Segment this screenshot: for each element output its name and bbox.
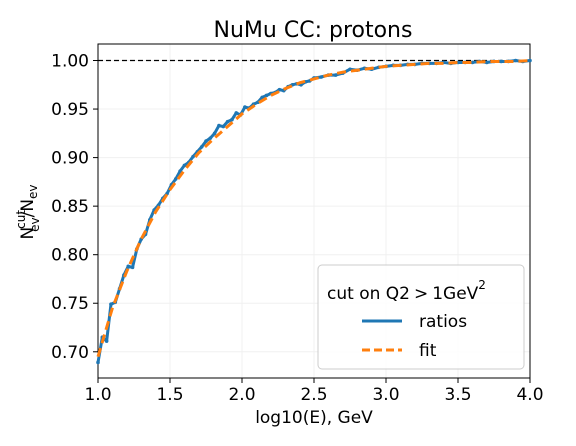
data-point-ratios [156,203,161,207]
legend-label-ratios: ratios [419,312,467,332]
data-point-ratios [513,58,518,63]
y-axis-ticks: 0.70 0.75 0.80 0.85 0.90 0.95 1.00 [51,52,98,363]
x-tick-label: 1.0 [84,385,111,405]
x-tick-label: 4.0 [516,385,543,405]
y-tick-label: 0.70 [51,343,89,363]
data-point-ratios [319,75,324,79]
y-tick-label: 1.00 [51,52,89,72]
data-point-ratios [230,117,234,122]
data-point-ratios [528,58,532,63]
legend-title-sup: 2 [478,278,486,292]
data-point-ratios [264,93,269,98]
x-tick-label: 1.5 [156,385,183,405]
data-point-ratios [191,154,195,159]
y-label-n2: N [18,199,38,212]
data-point-ratios [109,302,113,307]
data-point-ratios [126,264,131,269]
chart-title: NuMu CC: protons [214,18,413,43]
series-layer [96,58,532,365]
legend-title-op: > [414,284,428,304]
y-tick-label: 0.90 [51,149,89,169]
y-label-sup: cut [14,210,28,229]
x-tick-label: 2.0 [228,385,255,405]
legend: cut on Q2 >1GeV2 ratios fit [317,264,525,370]
legend-title-value: 1GeV [432,284,478,304]
legend-title-base: cut on Q2 [327,284,410,304]
data-point-ratios [243,105,247,109]
y-tick-label: 0.95 [51,100,89,120]
data-point-ratios [260,95,264,100]
x-axis-ticks: 1.0 1.5 2.0 2.5 3.0 3.5 4.0 [84,378,544,405]
data-point-ratios [130,265,135,270]
data-point-ratios [208,136,213,140]
y-tick-label: 0.80 [51,246,89,266]
legend-title: cut on Q2 >1GeV2 [327,278,486,304]
y-label-sub2: ev [26,184,40,198]
data-point-ratios [485,60,489,65]
y-label-slash: / [18,211,38,217]
data-point-ratios [104,339,109,343]
data-point-ratios [499,59,504,64]
legend-label-fit: fit [419,341,437,361]
legend-box [317,264,525,370]
y-axis-label: Ncutev/Nev [14,184,42,239]
data-point-ratios [178,169,182,173]
x-tick-label: 3.0 [372,385,399,405]
data-point-ratios [221,124,226,129]
data-point-ratios [212,131,217,136]
x-tick-label: 3.5 [444,385,471,405]
series-line-fit [96,59,531,358]
data-point-ratios [225,119,230,124]
data-point-ratios [333,73,338,77]
y-tick-label: 0.75 [51,294,89,314]
x-tick-label: 2.5 [300,385,327,405]
data-point-ratios [182,163,187,168]
data-point-ratios [204,139,208,143]
y-label-n: N [18,227,38,240]
data-point-ratios [470,60,475,65]
data-point-ratios [199,145,204,149]
data-point-ratios [173,177,178,181]
y-tick-label: 0.85 [51,197,89,217]
data-point-ratios [96,360,100,365]
data-point-ratios [217,123,221,128]
y-label-sub: ev [28,217,42,231]
data-point-ratios [234,111,239,115]
x-axis-label: log10(E), GeV [255,408,373,428]
